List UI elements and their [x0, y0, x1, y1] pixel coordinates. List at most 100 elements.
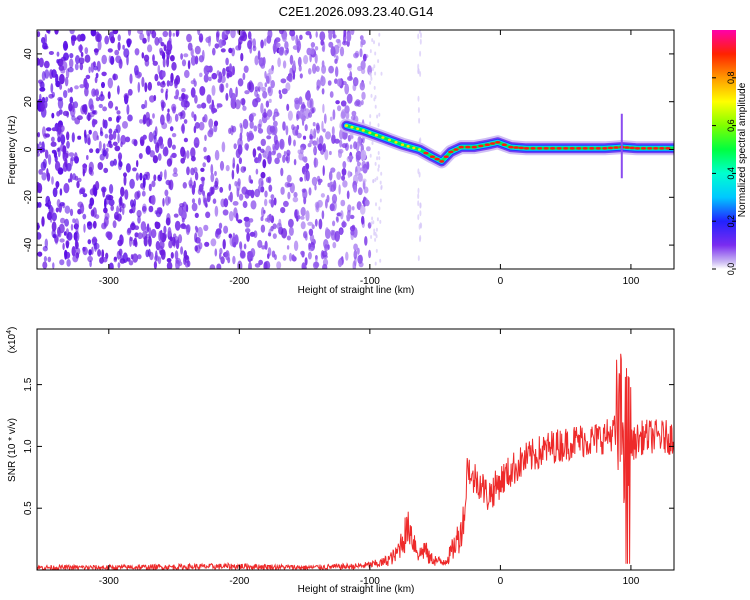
noise-speckle [272, 42, 278, 53]
noise-speckle [69, 86, 73, 93]
noise-speckle [59, 188, 63, 196]
noise-speckle [59, 259, 65, 266]
noise-speckle [167, 226, 172, 238]
noise-speckle [70, 223, 74, 231]
noise-speckle [257, 158, 261, 164]
noise-speckle [215, 228, 222, 235]
noise-speckle [339, 139, 343, 148]
noise-speckle [377, 167, 380, 172]
noise-speckle [249, 120, 254, 129]
noise-speckle [61, 60, 68, 71]
noise-speckle [117, 133, 120, 144]
noise-speckle [339, 129, 344, 140]
spectrogram-x-label: Height of straight line (km) [298, 285, 415, 296]
noise-speckle [272, 145, 277, 155]
noise-speckle [45, 127, 52, 132]
noise-speckle [358, 254, 363, 263]
noise-speckle [168, 37, 172, 45]
noise-speckle [263, 261, 268, 269]
signal-peak [537, 147, 543, 150]
noise-speckle [126, 104, 130, 115]
noise-speckle [349, 144, 353, 150]
noise-speckle [144, 59, 150, 67]
colorbar-tick-label: 0.8 [726, 72, 736, 85]
noise-speckle [260, 39, 264, 49]
noise-speckle [380, 71, 383, 76]
noise-speckle [102, 256, 108, 263]
noise-speckle [228, 47, 233, 54]
noise-speckle [37, 183, 43, 194]
noise-speckle [136, 209, 142, 218]
noise-speckle [260, 148, 265, 153]
noise-speckle [148, 131, 154, 143]
noise-speckle [318, 135, 324, 146]
noise-speckle [313, 157, 317, 169]
noise-speckle [265, 100, 270, 108]
noise-speckle [293, 191, 298, 198]
noise-speckle [261, 245, 266, 250]
noise-speckle [133, 139, 138, 147]
noise-speckle [69, 96, 74, 104]
noise-speckle [341, 168, 347, 176]
noise-speckle [257, 239, 263, 249]
signal-peak [589, 147, 595, 150]
noise-speckle [47, 256, 52, 263]
noise-speckle [145, 145, 151, 155]
noise-speckle [172, 106, 176, 114]
noise-speckle [272, 223, 277, 230]
noise-speckle [71, 246, 76, 257]
noise-speckle [418, 171, 421, 178]
noise-speckle [202, 116, 206, 123]
noise-speckle [108, 143, 113, 149]
noise-speckle [64, 205, 71, 214]
noise-speckle [313, 128, 317, 139]
noise-speckle [204, 241, 210, 247]
noise-speckle [68, 178, 71, 183]
noise-speckle [264, 217, 270, 222]
noise-speckle [249, 231, 256, 237]
noise-speckle [92, 119, 98, 125]
noise-speckle [222, 209, 229, 216]
noise-speckle [83, 223, 86, 233]
noise-speckle [105, 194, 112, 201]
noise-speckle [159, 171, 163, 178]
snr-y-label: SNR (10 * v/v) [7, 418, 18, 482]
noise-speckle [105, 231, 112, 239]
noise-speckle [74, 175, 79, 181]
noise-speckle [104, 133, 109, 139]
noise-speckle [281, 88, 288, 95]
noise-speckle [376, 176, 379, 181]
noise-speckle [225, 82, 229, 89]
noise-speckle [123, 175, 127, 186]
noise-speckle [378, 156, 381, 161]
noise-speckle [125, 163, 131, 173]
noise-speckle [89, 148, 94, 153]
noise-speckle [308, 242, 311, 250]
noise-speckle [142, 203, 147, 214]
noise-speckle [240, 52, 244, 62]
noise-speckle [108, 133, 114, 141]
signal-peak [582, 147, 588, 150]
noise-speckle [166, 258, 172, 263]
noise-speckle [374, 177, 377, 182]
snr-y-multiplier-close: ) [7, 327, 18, 330]
noise-speckle [218, 222, 223, 229]
noise-speckle [314, 218, 318, 227]
x-tick-label: 0 [498, 576, 504, 587]
noise-speckle [277, 57, 281, 68]
noise-speckle [95, 148, 100, 154]
noise-speckle [313, 147, 316, 154]
noise-speckle [233, 241, 237, 248]
noise-speckle [257, 50, 261, 61]
noise-speckle [171, 61, 177, 71]
noise-speckle [82, 193, 88, 198]
noise-speckle [153, 174, 157, 182]
noise-speckle [157, 153, 162, 161]
noise-speckle [191, 111, 195, 118]
noise-speckle [194, 171, 199, 181]
noise-speckle [286, 103, 290, 111]
noise-speckle [254, 188, 261, 198]
noise-speckle [122, 121, 128, 129]
noise-speckle [204, 199, 208, 205]
